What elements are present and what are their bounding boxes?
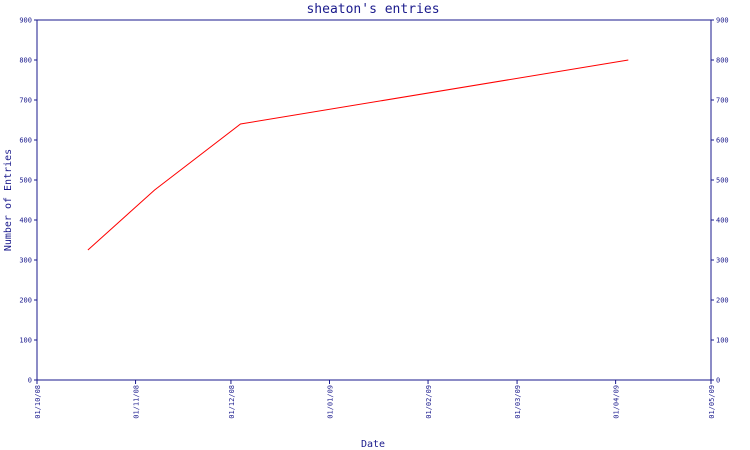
y-tick-label-right: 200 — [716, 297, 729, 305]
x-tick-label: 01/11/08 — [133, 385, 141, 419]
x-tick-label: 01/10/08 — [34, 385, 42, 419]
y-tick-label-right: 300 — [716, 257, 729, 265]
y-tick-label-right: 900 — [716, 17, 729, 25]
y-tick-label-left: 700 — [19, 97, 32, 105]
x-axis-label: Date — [361, 439, 385, 450]
y-tick-label-right: 500 — [716, 177, 729, 185]
x-tick-label: 01/12/08 — [228, 385, 236, 419]
series-line — [87, 59, 629, 251]
y-tick-label-left: 500 — [19, 177, 32, 185]
y-tick-label-left: 800 — [19, 57, 32, 65]
y-tick-label-left: 900 — [19, 17, 32, 25]
y-axis-right: 0 100 200 300 400 500 600 700 800 900 — [711, 17, 729, 385]
y-tick-label-right: 400 — [716, 217, 729, 225]
plot-frame — [36, 19, 712, 381]
x-tick-label: 01/04/09 — [613, 385, 621, 419]
y-tick-label-left: 600 — [19, 137, 32, 145]
x-tick-label: 01/02/09 — [425, 385, 433, 419]
y-axis-left: 0 100 200 300 400 500 600 700 800 900 — [19, 17, 37, 385]
chart-title: sheaton's entries — [306, 2, 439, 17]
x-axis: 01/10/08 01/11/08 01/12/08 01/01/09 01/02/09… — [34, 380, 716, 419]
y-axis-label: Number of Entries — [3, 149, 14, 251]
y-tick-label-left: 0 — [28, 377, 32, 385]
y-tick-label-right: 800 — [716, 57, 729, 65]
y-tick-label-right: 600 — [716, 137, 729, 145]
y-tick-label-right: 0 — [716, 377, 720, 385]
x-tick-label: 01/05/09 — [708, 385, 716, 419]
x-tick-label: 01/01/09 — [326, 385, 334, 419]
x-tick-label: 01/03/09 — [514, 385, 522, 419]
y-tick-label-left: 400 — [19, 217, 32, 225]
y-tick-label-right: 100 — [716, 337, 729, 345]
y-tick-label-left: 100 — [19, 337, 32, 345]
y-tick-label-left: 300 — [19, 257, 32, 265]
y-tick-label-left: 200 — [19, 297, 32, 305]
plot-area — [87, 59, 629, 251]
axes — [36, 19, 712, 381]
y-tick-label-right: 700 — [716, 97, 729, 105]
